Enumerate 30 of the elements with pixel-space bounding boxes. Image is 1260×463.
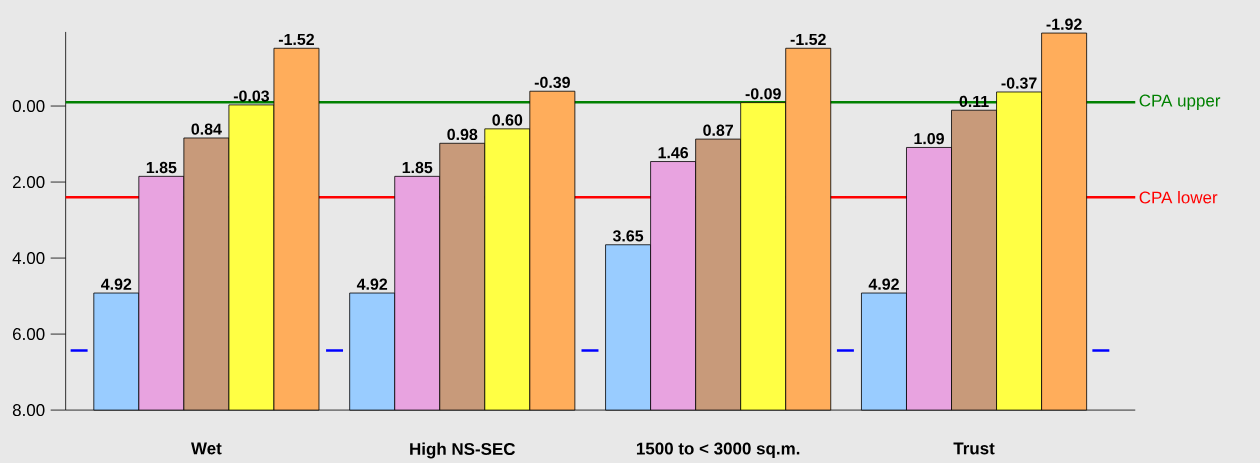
data-label: -1.92 xyxy=(1046,18,1082,30)
data-label: 1.85 xyxy=(402,161,433,174)
data-label: -0.09 xyxy=(745,88,781,100)
x-tick-label: High NS-SEC xyxy=(410,442,516,459)
data-label: 1.85 xyxy=(146,161,177,174)
data-label: -1.52 xyxy=(278,33,314,46)
data-label: 4.92 xyxy=(101,278,132,290)
data-label: -0.03 xyxy=(233,90,270,102)
data-label: 1.09 xyxy=(914,132,944,145)
data-label: -0.39 xyxy=(534,76,570,89)
y-tick-label: 6.00 xyxy=(13,328,45,341)
data-label: 4.92 xyxy=(356,278,388,290)
y-tick-label: 2.00 xyxy=(13,176,45,189)
y-tick-label: 4.00 xyxy=(12,252,45,265)
y-tick-label: 8.00 xyxy=(12,404,45,417)
data-label: -1.52 xyxy=(790,33,826,46)
ref-line-label: CPA upper xyxy=(1139,94,1221,110)
data-label: 1.46 xyxy=(658,147,689,159)
x-tick-label: Trust xyxy=(953,442,995,455)
y-tick-label: 0.00 xyxy=(12,100,45,113)
data-label: -0.37 xyxy=(1001,77,1037,89)
data-label: 0.60 xyxy=(492,114,523,126)
data-label: 4.92 xyxy=(868,278,899,290)
x-tick-label: 1500 to < 3000 sq.m. xyxy=(636,442,800,458)
data-label: 0.87 xyxy=(703,124,733,136)
x-tick-label: Wet xyxy=(191,442,222,455)
data-label: 0.98 xyxy=(447,128,478,141)
ref-line-label: CPA lower xyxy=(1139,191,1218,204)
data-label: 0.84 xyxy=(191,123,222,135)
data-label: 3.65 xyxy=(612,230,644,242)
